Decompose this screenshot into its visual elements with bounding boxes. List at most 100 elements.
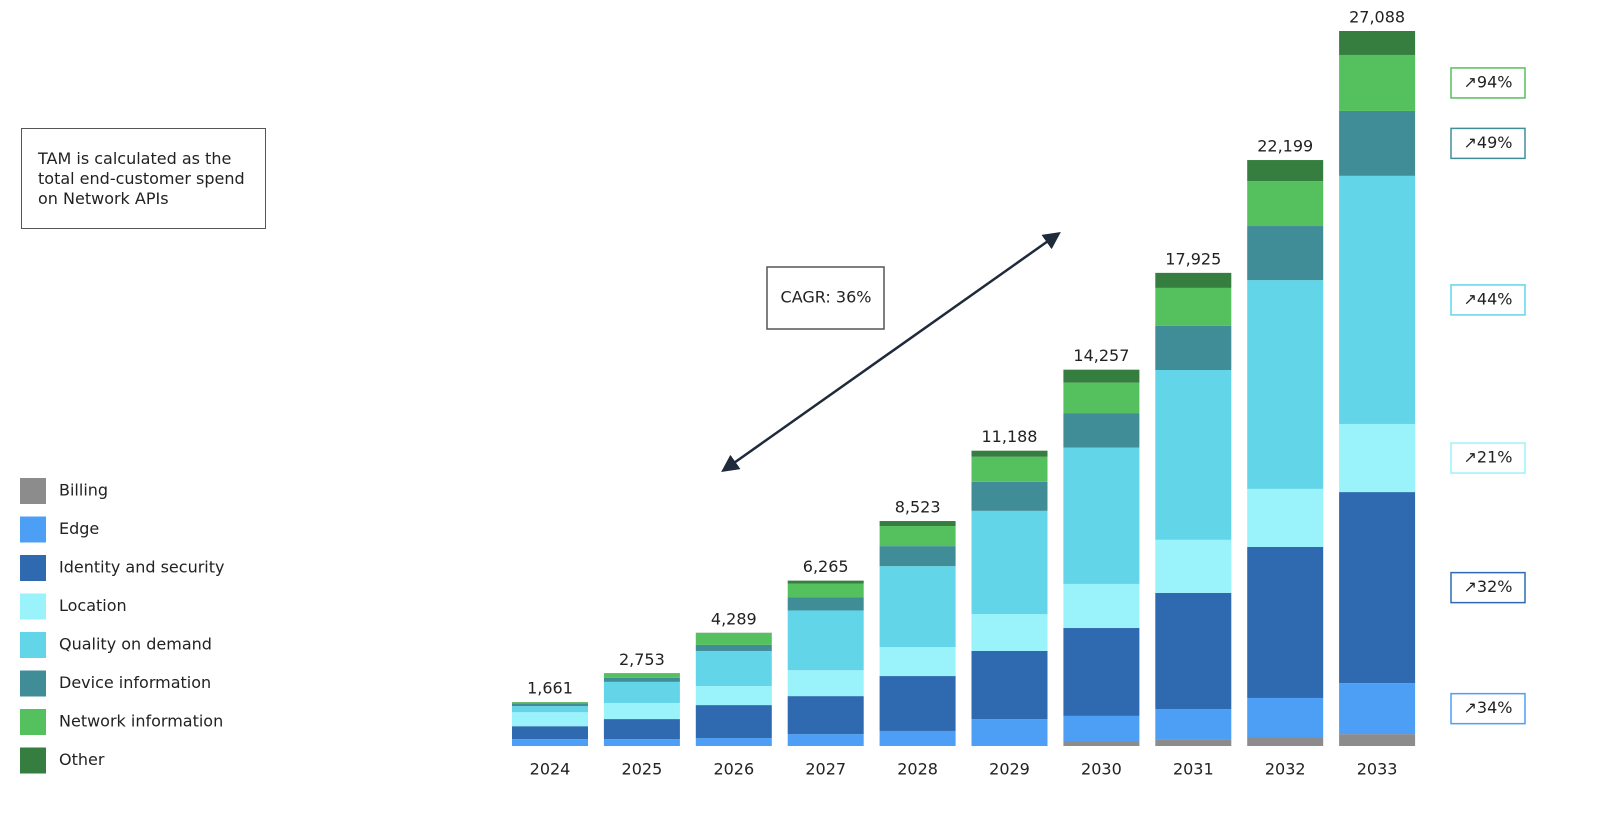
bar-segment	[1247, 160, 1324, 182]
bar-segment	[879, 521, 956, 527]
bar-segment	[512, 702, 588, 704]
growth-box	[1450, 442, 1526, 474]
bar-segment	[1155, 539, 1232, 593]
bar-segment	[1339, 31, 1416, 55]
bar-segment	[1063, 413, 1140, 448]
growth-label: ↗32%	[1464, 577, 1513, 596]
cagr-box	[766, 266, 885, 330]
bar-segment	[787, 583, 864, 598]
cagr-arrow	[721, 231, 1061, 473]
bar-segment	[1339, 423, 1416, 493]
x-tick-label: 2024	[530, 760, 571, 779]
x-tick-label: 2032	[1265, 760, 1306, 779]
legend-label: Device information	[59, 673, 211, 692]
total-label: 6,265	[803, 557, 849, 576]
bar-segment	[512, 739, 588, 746]
total-label: 4,289	[711, 609, 757, 628]
bar-segment	[787, 580, 864, 584]
total-label: 22,199	[1257, 137, 1313, 156]
total-label: 8,523	[895, 498, 941, 517]
bar-segment	[1155, 739, 1232, 746]
growth-label: ↗44%	[1464, 289, 1513, 308]
bar-segment	[1247, 226, 1324, 281]
legend-label: Billing	[59, 481, 108, 500]
legend-swatch	[20, 670, 46, 697]
bar-segment	[971, 650, 1048, 720]
bar-segment	[1155, 272, 1232, 288]
bar-segment	[971, 450, 1048, 457]
bar-segment	[1247, 546, 1324, 698]
bar-segment	[603, 739, 680, 746]
growth-label: ↗34%	[1464, 698, 1513, 717]
note: TAM is calculated as the total end-custo…	[21, 128, 266, 229]
bar-segment	[1247, 280, 1324, 489]
growth-box	[1450, 692, 1526, 725]
bar-segment	[1063, 628, 1140, 716]
bar-segment	[1247, 697, 1324, 738]
bar-segment	[787, 696, 864, 735]
bar-segment	[1063, 583, 1140, 629]
bar-segment	[1155, 592, 1232, 710]
legend-swatch	[20, 555, 46, 581]
bar-segment	[695, 644, 772, 651]
legend-swatch	[20, 747, 46, 774]
bar-segment	[603, 673, 680, 678]
legend-swatch	[20, 516, 46, 543]
bar-segment	[512, 712, 588, 727]
bar-segment	[1063, 715, 1140, 741]
legend-label: Quality on demand	[59, 635, 212, 654]
legend-swatch	[20, 709, 46, 735]
bar-segment	[1339, 175, 1416, 424]
bar-segment	[603, 702, 680, 720]
bar-segment	[1339, 683, 1416, 735]
bar-segment	[879, 566, 956, 648]
bar-segment	[695, 633, 772, 645]
growth-box	[1450, 67, 1526, 99]
bar-segment	[695, 705, 772, 739]
bar-segment	[787, 734, 864, 746]
bar-segment	[512, 726, 588, 740]
bar-segment	[1247, 488, 1324, 547]
growth-box	[1450, 284, 1526, 316]
bar-segment	[1339, 54, 1416, 111]
x-tick-label: 2029	[989, 760, 1030, 779]
bar-segment	[879, 546, 956, 567]
bar-segment	[971, 456, 1048, 482]
legend-label: Location	[59, 596, 127, 615]
bar-segment	[1247, 181, 1324, 227]
bar-segment	[971, 614, 1048, 651]
bar-segment	[879, 730, 956, 746]
bar-segment	[879, 526, 956, 547]
legend-label: Other	[59, 750, 105, 769]
x-tick-label: 2027	[805, 760, 846, 779]
total-label: 1,661	[527, 679, 573, 698]
bar-segment	[787, 597, 864, 611]
bar-segment	[603, 681, 680, 703]
bar-segment	[1063, 369, 1140, 383]
bar-segment	[1063, 382, 1140, 414]
bar-segment	[787, 670, 864, 697]
x-tick-label: 2026	[713, 760, 754, 779]
bar-segment	[879, 676, 956, 731]
bar-segment	[1339, 734, 1416, 746]
bar-segment	[603, 677, 680, 682]
bar-segment	[1339, 492, 1416, 684]
bar-segment	[971, 719, 1048, 746]
legend-label: Identity and security	[59, 558, 224, 577]
legend-label: Edge	[59, 519, 99, 538]
total-label: 11,188	[982, 427, 1038, 446]
bar-segment	[1155, 325, 1232, 370]
legend-label: Network information	[59, 712, 223, 731]
bar-segment	[695, 738, 772, 746]
x-tick-label: 2031	[1173, 760, 1214, 779]
legend-swatch	[20, 593, 46, 620]
x-tick-label: 2025	[622, 760, 663, 779]
bar-segment	[1339, 110, 1416, 176]
total-label: 27,088	[1349, 8, 1405, 27]
bar-segment	[971, 510, 1048, 615]
bar-segment	[603, 673, 680, 674]
growth-label: ↗94%	[1464, 72, 1513, 91]
bar-segment	[1155, 287, 1232, 326]
bar-segment	[1155, 709, 1232, 740]
